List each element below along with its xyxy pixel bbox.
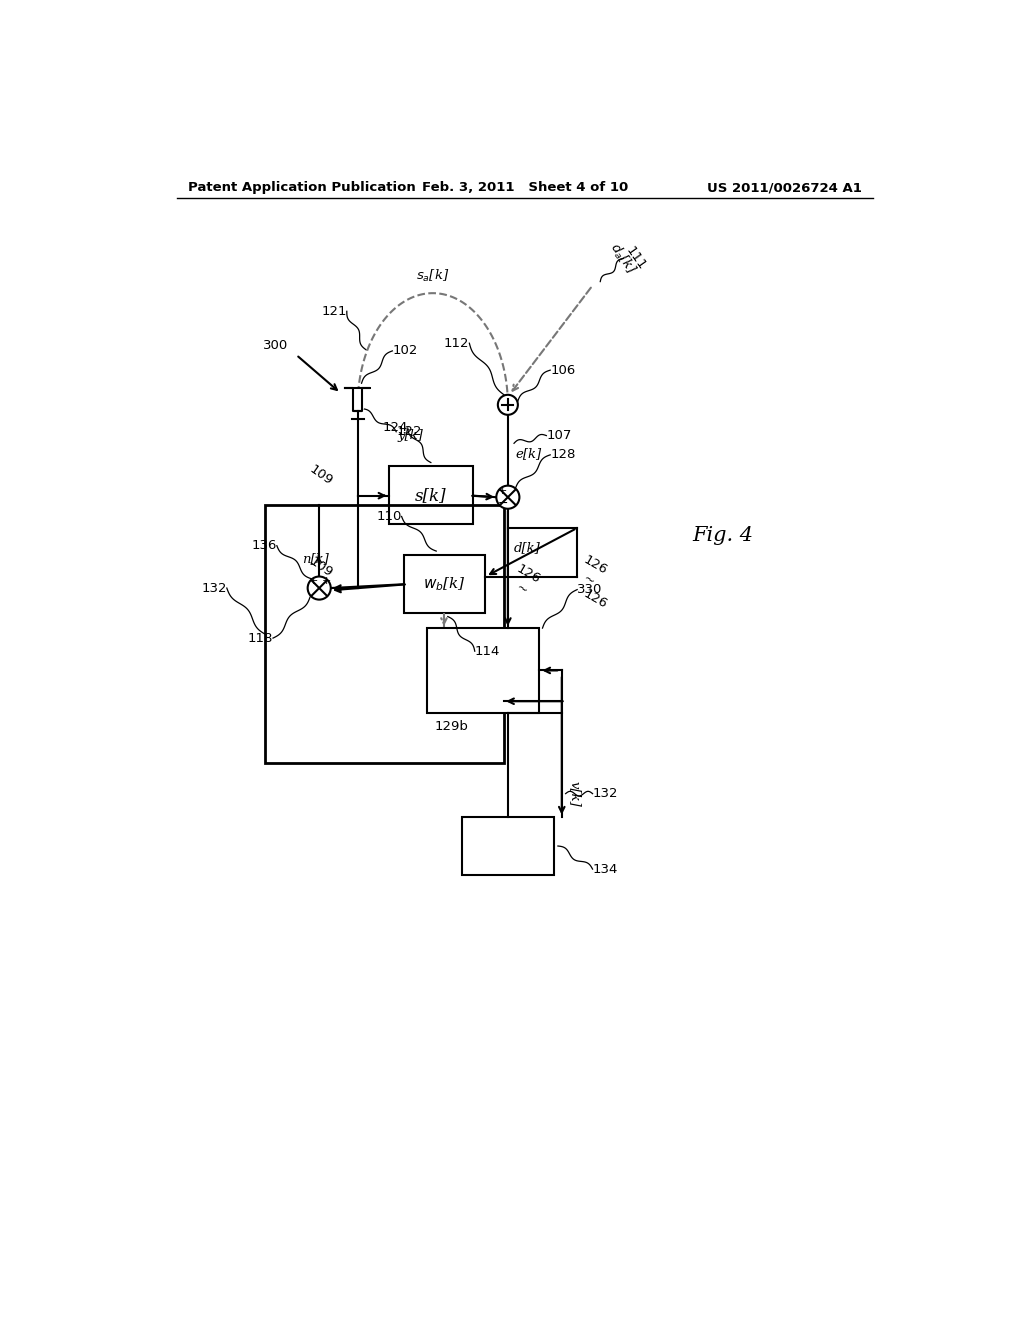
Text: Feb. 3, 2011   Sheet 4 of 10: Feb. 3, 2011 Sheet 4 of 10 [422,181,628,194]
Text: 110: 110 [376,510,401,523]
Text: 126: 126 [514,562,543,586]
Bar [403,554,484,612]
Text: +: + [308,576,317,586]
Text: ~: ~ [514,581,530,598]
Text: 106: 106 [550,363,575,376]
Text: 118: 118 [248,631,273,644]
Text: 124: 124 [382,421,408,434]
Circle shape [498,395,518,414]
Bar [388,466,473,524]
Text: 102: 102 [392,345,418,358]
Bar [427,628,539,713]
Text: 129b: 129b [435,721,469,734]
Text: 126: 126 [581,553,609,577]
Text: 109: 109 [306,556,335,581]
Text: 107: 107 [547,429,571,442]
Text: ~: ~ [581,572,597,589]
Text: US 2011/0026724 A1: US 2011/0026724 A1 [708,181,862,194]
Text: +: + [498,486,507,496]
Text: 121: 121 [322,305,347,318]
Circle shape [307,577,331,599]
Text: n[k]: n[k] [302,552,329,565]
Text: $d_a$[k]: $d_a$[k] [606,240,640,277]
Text: 330: 330 [578,583,602,597]
Text: 122: 122 [396,425,422,438]
Text: 126: 126 [581,587,609,611]
Circle shape [497,486,519,508]
Bar [462,817,554,875]
Polygon shape [345,388,370,411]
Text: 114: 114 [475,644,500,657]
Text: v[k]: v[k] [568,780,581,807]
Text: 300: 300 [263,339,289,352]
Text: d[k]: d[k] [514,541,541,554]
Bar [265,506,504,763]
Text: Fig. 4: Fig. 4 [692,527,754,545]
Text: y[k]: y[k] [397,429,424,442]
Text: 134: 134 [593,862,617,875]
Text: 109: 109 [306,463,335,488]
Text: s[k]: s[k] [415,487,446,504]
Text: 132: 132 [202,582,226,594]
Text: $w_b$[k]: $w_b$[k] [423,576,466,593]
Text: 111: 111 [624,244,648,273]
Text: 136: 136 [252,539,276,552]
Text: $s_a$[k]: $s_a$[k] [416,268,450,284]
Text: Patent Application Publication: Patent Application Publication [188,181,416,194]
Text: −: − [498,496,508,510]
Text: 112: 112 [443,337,469,350]
Text: e[k]: e[k] [515,447,542,461]
Text: +: + [322,576,331,586]
Text: 132: 132 [593,787,618,800]
Text: 128: 128 [550,449,575,462]
